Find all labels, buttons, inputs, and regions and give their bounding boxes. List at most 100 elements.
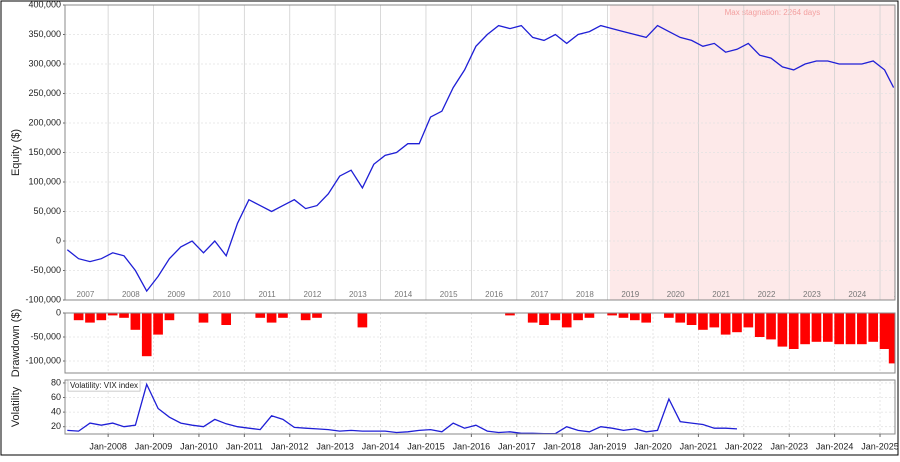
drawdown-bar [879,313,890,349]
year-label: 2019 [621,290,639,299]
x-tick-label: Jan-2018 [543,441,581,451]
drawdown-bar [766,313,776,340]
drawdown-bar [255,313,266,318]
y-tick-label: -50,000 [30,331,61,341]
drawdown-bar [357,313,368,328]
x-tick-label: Jan-2011 [226,441,263,451]
drawdown-bar [221,313,232,325]
y-tick-label: -50,000 [30,265,61,275]
drawdown-bar [845,313,856,345]
drawdown-bar [720,313,731,335]
drawdown-bar [107,313,118,316]
y-tick-label: 400,000 [28,0,61,9]
x-tick-label: Jan-2015 [407,441,445,451]
y-axis-title: Equity ($) [10,129,22,176]
year-label: 2022 [758,290,776,299]
y-axis-title: Drawdown ($) [10,309,22,377]
year-label: 2010 [213,290,231,299]
year-label: 2015 [440,290,458,299]
x-tick-label: Jan-2020 [634,441,672,451]
drawdown-bar [550,313,561,321]
drawdown-bar [788,313,799,349]
x-tick-label: Jan-2021 [680,441,718,451]
drawdown-bar [561,313,572,328]
drawdown-bar [868,313,879,342]
drawdown-bar [505,313,515,316]
drawdown-bar [266,313,277,323]
drawdown-bar [754,313,765,337]
x-tick-label: Jan-2019 [589,441,627,451]
year-label: 2018 [576,290,594,299]
drawdown-bar [743,313,754,328]
drawdown-bar [834,313,844,345]
plot-border [64,379,896,435]
year-label: 2007 [77,290,95,299]
drawdown-bar [822,313,833,342]
drawdown-bar [584,313,595,318]
y-tick-label: 300,000 [28,58,61,68]
drawdown-bar [698,313,708,330]
drawdown-bar [278,313,288,318]
year-label: 2009 [167,290,185,299]
year-label: 2014 [394,290,412,299]
y-tick-label: 20 [51,421,61,431]
legend-box [67,379,141,392]
series-line [67,382,738,434]
y-tick-label: 50,000 [33,206,61,216]
drawdown-bar [857,313,867,345]
drawdown-bar [96,313,107,321]
drawdown-bar [675,313,686,323]
y-tick-label: 0 [56,235,61,245]
legend-label: Volatility: VIX index [70,381,138,390]
year-label: 2012 [304,290,322,299]
drawdown-bar [119,313,129,318]
y-tick-label: 350,000 [28,29,61,39]
drawdown-bar [164,313,175,321]
y-tick-label: 150,000 [28,147,61,157]
year-label: 2023 [803,290,821,299]
plot-bg [65,380,895,434]
drawdown-bar [800,313,810,345]
y-tick-label: 100,000 [28,176,61,186]
year-label: 2021 [712,290,730,299]
x-tick-label: Jan-2017 [498,441,536,451]
drawdown-bar [198,313,209,323]
year-label: 2020 [667,290,685,299]
y-tick-label: 200,000 [28,117,61,127]
drawdown-bar [686,313,697,325]
drawdown-bar [85,313,95,323]
x-tick-label: Jan-2009 [135,441,173,451]
x-tick-label: Jan-2016 [453,441,491,451]
plot-border [64,4,896,301]
x-tick-label: Jan-2013 [316,441,354,451]
drawdown-bar [130,313,141,330]
x-tick-label: Jan-2010 [180,441,218,451]
drawdown-bar [709,313,720,328]
drawdown-bar [607,313,617,316]
drawdown-bar [664,313,674,318]
x-tick-label: Jan-2025 [861,441,899,451]
drawdown-bar [153,313,163,335]
drawdown-bar [573,313,583,321]
y-tick-label: -100,000 [25,355,61,365]
plot-area [65,313,895,373]
x-tick-label: Jan-2012 [271,441,309,451]
x-tick-label: Jan-2023 [770,441,808,451]
year-label: 2025 [894,290,900,299]
y-tick-label: 80 [51,377,61,387]
drawdown-bar [73,313,84,321]
x-tick-label: Jan-2022 [725,441,763,451]
stagnation-label: Max stagnation: 2264 days [725,8,821,17]
drawdown-bar [527,313,538,323]
y-tick-label: 60 [51,392,61,402]
drawdown-bar [888,313,895,364]
y-tick-label: 250,000 [28,88,61,98]
year-label: 2024 [848,290,866,299]
drawdown-bar [312,313,322,318]
drawdown-bar [539,313,549,325]
drawdown-bar [811,313,822,342]
year-label: 2017 [531,290,549,299]
y-tick-label: 0 [56,307,61,317]
series-line [66,24,895,293]
